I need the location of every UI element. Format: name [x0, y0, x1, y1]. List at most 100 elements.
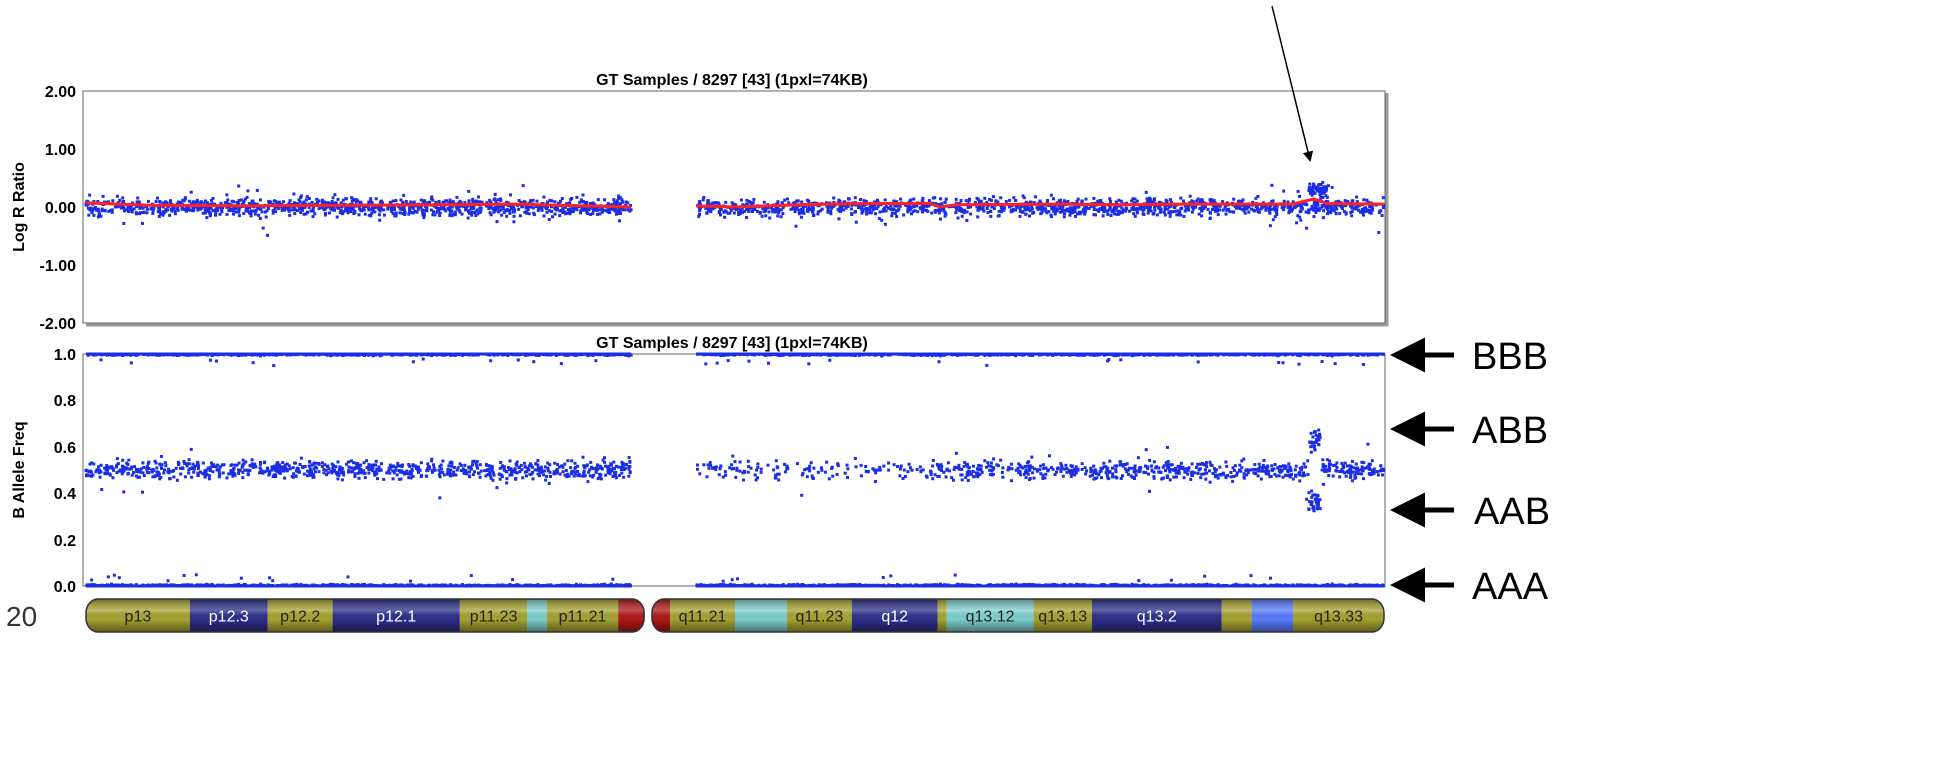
logr-point	[1096, 200, 1100, 203]
logr-point	[494, 206, 498, 209]
logr-point	[698, 209, 702, 212]
logr-point	[1076, 212, 1079, 216]
logr-point	[138, 212, 141, 216]
logr-point	[589, 213, 593, 216]
logr-point	[164, 209, 168, 213]
logr-point	[1183, 209, 1187, 213]
logr-point	[1324, 194, 1328, 198]
logr-point	[740, 206, 744, 210]
logr-point	[151, 211, 155, 215]
logr-point	[585, 210, 589, 214]
logr-point	[975, 196, 979, 200]
baf-point	[880, 354, 884, 358]
logr-point	[1317, 187, 1321, 191]
logr-point	[388, 200, 392, 204]
logr-point	[283, 208, 287, 212]
logr-point	[401, 212, 405, 216]
logr-point	[955, 208, 959, 212]
logr-point	[930, 211, 934, 215]
logr-point	[764, 214, 768, 218]
logr-point	[1155, 213, 1159, 217]
logr-point	[1135, 199, 1139, 203]
logr-point	[1105, 209, 1109, 213]
logr-point	[274, 200, 278, 203]
logr-point	[1218, 208, 1222, 212]
logr-point	[1168, 211, 1172, 215]
logr-point	[1242, 207, 1246, 211]
logr-point	[141, 211, 145, 214]
logr-point	[403, 210, 407, 214]
logr-point	[389, 207, 393, 211]
logr-point	[967, 199, 971, 203]
logr-point	[122, 206, 126, 210]
logr-point	[258, 216, 262, 220]
logr-point	[132, 207, 136, 211]
logr-point	[157, 206, 161, 210]
logr-point	[473, 211, 476, 215]
logr-point	[1267, 209, 1271, 213]
logr-point	[1026, 205, 1030, 209]
logr-point	[839, 210, 842, 213]
logr-point	[933, 209, 937, 212]
logr-point	[1319, 186, 1323, 190]
logr-trend-line	[85, 197, 1385, 209]
logr-point	[1362, 213, 1365, 217]
logr-point	[811, 208, 815, 212]
logr-point	[760, 214, 764, 218]
logr-point	[346, 209, 350, 213]
logr-point	[1101, 214, 1105, 218]
logr-point	[253, 212, 257, 216]
logr-point	[893, 204, 897, 208]
logr-point	[297, 198, 301, 202]
logr-point	[1321, 180, 1325, 184]
logr-point	[840, 204, 844, 208]
logr-point	[1198, 199, 1202, 203]
logr-point	[302, 212, 306, 216]
logr-point	[1209, 200, 1213, 204]
logr-point	[1114, 200, 1118, 204]
logr-point	[271, 211, 275, 215]
logr-point	[1092, 208, 1096, 211]
logr-point	[811, 206, 815, 210]
logr-point	[1287, 209, 1291, 213]
logr-point	[526, 208, 530, 211]
logr-point	[84, 203, 88, 207]
logr-point	[1018, 209, 1022, 213]
logr-point	[889, 207, 893, 211]
logr-point	[205, 209, 209, 213]
logr-point	[1350, 214, 1354, 218]
logr-point	[377, 206, 381, 210]
logr-point	[416, 205, 420, 209]
logr-point	[531, 206, 535, 210]
logr-point	[1366, 200, 1370, 204]
logr-point	[1312, 202, 1316, 206]
logr-point	[438, 214, 442, 217]
logr-point	[1275, 204, 1279, 208]
logr-point	[1068, 213, 1072, 217]
logr-point	[331, 206, 335, 210]
logr-point	[1335, 207, 1339, 211]
logr-point	[1086, 206, 1090, 210]
logr-point	[1268, 208, 1272, 211]
logr-point	[1200, 198, 1204, 202]
logr-point	[237, 184, 241, 188]
logr-point	[801, 205, 805, 209]
logr-point	[223, 201, 227, 205]
logr-point	[829, 209, 833, 213]
logr-point	[505, 214, 509, 218]
logr-point	[429, 208, 433, 212]
logr-point	[575, 195, 579, 199]
logr-point	[981, 207, 985, 211]
logr-point	[698, 212, 701, 216]
logr-point	[572, 206, 576, 210]
logr-point	[1153, 208, 1157, 212]
logr-point	[1256, 207, 1259, 211]
logr-point	[1173, 209, 1177, 213]
logr-point	[1238, 207, 1242, 211]
logr-point	[581, 199, 585, 203]
logr-point	[1028, 200, 1032, 204]
logr-point	[1035, 206, 1039, 210]
logr-point	[895, 215, 899, 218]
logr-point	[271, 209, 275, 213]
logr-point	[1208, 198, 1212, 202]
